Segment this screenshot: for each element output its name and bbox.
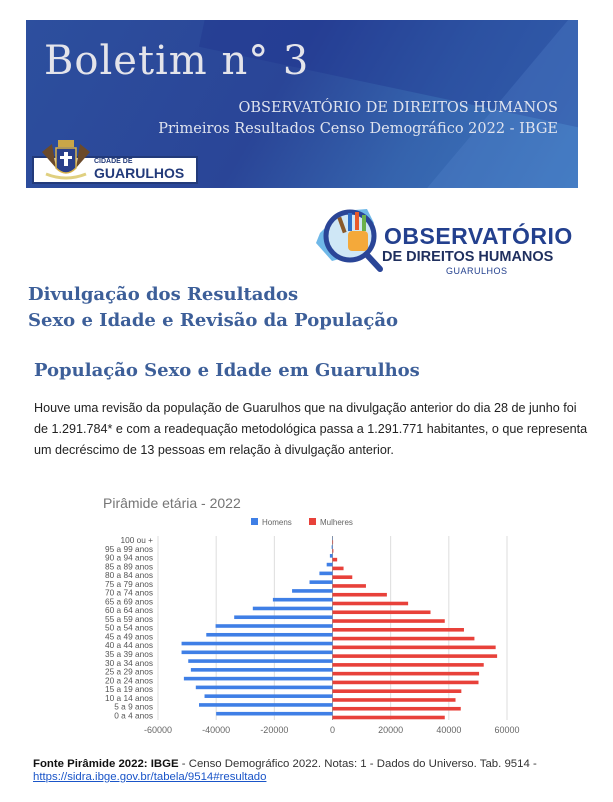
y-category-label: 65 a 69 anos xyxy=(105,596,153,606)
observatory-logo: OBSERVATÓRIO DE DIREITOS HUMANOS GUARULH… xyxy=(312,203,582,278)
header-banner: Boletim n° 3 OBSERVATÓRIO DE DIREITOS HU… xyxy=(26,20,578,188)
bar-homens xyxy=(331,545,333,549)
population-pyramid-chart: Pirâmide etária - 2022 Homens Mulheres 10… xyxy=(103,495,520,735)
bar-mulheres xyxy=(332,549,334,553)
bar-mulheres xyxy=(332,619,445,623)
x-tick-label: -60000 xyxy=(144,725,172,735)
bar-homens xyxy=(319,571,333,576)
bar-mulheres xyxy=(332,671,480,676)
bar-mulheres xyxy=(332,680,479,685)
y-category-label: 90 a 94 anos xyxy=(105,553,153,563)
legend-label-mulheres: Mulheres xyxy=(320,518,353,527)
y-category-label: 40 a 44 anos xyxy=(105,640,153,650)
bar-mulheres xyxy=(332,557,338,562)
bulletin-title: Boletim n° 3 xyxy=(44,38,310,84)
bar-homens xyxy=(216,711,333,716)
city-logo-name: GUARULHOS xyxy=(94,165,185,181)
y-category-label: 100 ou + xyxy=(120,535,153,545)
bar-homens xyxy=(195,685,333,690)
source-label: Fonte Pirâmide 2022: IBGE xyxy=(33,758,179,770)
bar-homens xyxy=(181,641,333,646)
bar-homens xyxy=(309,580,333,584)
x-tick-label: 0 xyxy=(330,725,335,735)
legend-swatch-mulheres xyxy=(309,518,316,525)
y-category-label: 80 a 84 anos xyxy=(105,570,153,580)
bar-homens xyxy=(190,668,333,672)
y-category-label: 25 a 29 anos xyxy=(105,667,153,677)
section-title: População Sexo e Idade em Guarulhos xyxy=(34,360,420,381)
bar-mulheres xyxy=(332,575,353,579)
y-category-label: 20 a 24 anos xyxy=(105,675,153,685)
y-category-label: 95 a 99 anos xyxy=(105,544,153,554)
bar-mulheres xyxy=(332,636,475,641)
y-category-label: 0 a 4 anos xyxy=(114,710,153,720)
bar-mulheres xyxy=(332,698,456,702)
bar-homens xyxy=(206,632,333,637)
bar-mulheres xyxy=(332,706,461,711)
y-category-label: 70 a 74 anos xyxy=(105,588,153,598)
y-category-label: 75 a 79 anos xyxy=(105,579,153,589)
bar-mulheres xyxy=(332,592,387,597)
observatory-logo-title: OBSERVATÓRIO xyxy=(384,223,573,249)
bar-homens xyxy=(199,703,333,707)
x-tick-label: -20000 xyxy=(260,725,288,735)
y-category-label: 5 a 9 anos xyxy=(114,702,153,712)
source-text: - Censo Demográfico 2022. Notas: 1 - Dad… xyxy=(178,758,537,770)
x-tick-label: 20000 xyxy=(378,725,403,735)
city-logo: CIDADE DE GUARULHOS xyxy=(32,138,198,184)
main-heading-line1: Divulgação dos Resultados xyxy=(28,284,299,305)
section-paragraph: Houve uma revisão da população de Guarul… xyxy=(34,401,588,457)
x-tick-label: 60000 xyxy=(494,725,519,735)
main-heading-line2: Sexo e Idade e Revisão da População xyxy=(28,310,399,331)
bar-homens xyxy=(329,554,333,558)
city-logo-small-text: CIDADE DE xyxy=(94,158,133,165)
bar-homens xyxy=(204,694,333,698)
banner-subtitle-2: Primeiros Resultados Censo Demográfico 2… xyxy=(158,121,558,137)
banner-subtitle: OBSERVATÓRIO DE DIREITOS HUMANOS xyxy=(238,100,558,116)
bar-mulheres xyxy=(332,689,462,693)
bar-mulheres xyxy=(332,566,344,571)
observatory-logo-city: GUARULHOS xyxy=(446,266,508,276)
bar-homens xyxy=(181,650,333,655)
bar-mulheres xyxy=(332,610,431,615)
y-category-label: 60 a 64 anos xyxy=(105,605,153,615)
y-category-label: 30 a 34 anos xyxy=(105,658,153,668)
y-category-label: 15 a 19 anos xyxy=(105,684,153,694)
bar-mulheres xyxy=(332,584,366,588)
bar-mulheres xyxy=(332,540,334,544)
chart-title: Pirâmide etária - 2022 xyxy=(103,495,241,511)
legend-label-homens: Homens xyxy=(262,518,292,527)
bar-homens xyxy=(326,562,333,567)
source-note: Fonte Pirâmide 2022: IBGE - Censo Demogr… xyxy=(33,758,593,784)
y-category-label: 10 a 14 anos xyxy=(105,693,153,703)
bar-mulheres xyxy=(332,663,484,667)
magnifier-hand-icon xyxy=(316,209,383,272)
bar-mulheres xyxy=(332,645,496,650)
bar-homens xyxy=(183,676,333,681)
bar-homens xyxy=(272,597,333,602)
bar-mulheres xyxy=(332,628,464,632)
bar-homens xyxy=(234,615,333,620)
bar-homens xyxy=(188,659,333,663)
source-link[interactable]: https://sidra.ibge.gov.br/tabela/9514#re… xyxy=(33,771,267,783)
bar-mulheres xyxy=(332,601,409,606)
legend-swatch-homens xyxy=(251,518,258,525)
y-category-label: 35 a 39 anos xyxy=(105,649,153,659)
bar-homens xyxy=(292,589,333,593)
bar-mulheres xyxy=(332,654,498,658)
y-category-label: 85 a 89 anos xyxy=(105,561,153,571)
y-category-label: 45 a 49 anos xyxy=(105,631,153,641)
y-category-label: 55 a 59 anos xyxy=(105,614,153,624)
x-tick-label: 40000 xyxy=(436,725,461,735)
bar-homens xyxy=(252,606,333,611)
observatory-logo-subtitle: DE DIREITOS HUMANOS xyxy=(382,249,554,265)
y-category-label: 50 a 54 anos xyxy=(105,623,153,633)
coat-of-arms-icon xyxy=(42,140,90,180)
x-tick-label: -40000 xyxy=(202,725,230,735)
bar-mulheres xyxy=(332,715,445,720)
bar-homens xyxy=(215,624,333,628)
